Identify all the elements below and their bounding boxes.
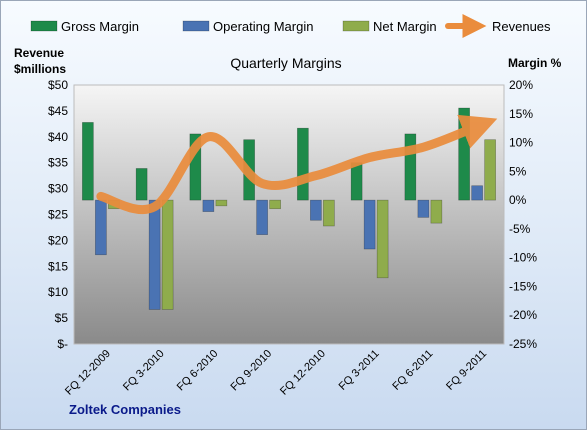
gross-margin-bar: [297, 127, 309, 201]
right-tick-label: 5%: [509, 164, 527, 178]
net-margin-bar: [484, 139, 496, 201]
legend-gross-margin-label: Gross Margin: [61, 19, 139, 34]
net-margin-bar: [215, 199, 228, 207]
net-margin-bar: [430, 199, 443, 224]
right-tick-label: 20%: [509, 78, 533, 92]
operating-margin-bar: [148, 199, 161, 310]
legend-operating-margin-label: Operating Margin: [213, 19, 313, 34]
operating-margin-bar: [310, 199, 322, 221]
legend-operating-margin-swatch: [182, 20, 210, 32]
gross-margin-bar: [189, 133, 202, 201]
gross-margin-bar: [404, 133, 417, 201]
right-tick-label: -20%: [509, 308, 537, 322]
gross-margin-bar: [135, 168, 148, 201]
left-tick-label: $35: [48, 156, 68, 170]
legend-net-margin-swatch: [342, 20, 370, 32]
category-label: FQ 9-2010: [229, 348, 275, 394]
operating-margin-bar: [256, 199, 268, 235]
revenues-line: [96, 114, 498, 215]
net-margin-bar: [269, 199, 281, 210]
category-label: FQ 3-2010: [121, 348, 167, 394]
left-axis-title: Revenue: [14, 46, 64, 60]
category-label: FQ 12-2010: [278, 348, 328, 398]
right-tick-label: -5%: [509, 222, 531, 236]
left-tick-label: $50: [48, 78, 68, 92]
left-tick-label: $15: [48, 259, 68, 273]
left-axis-subtitle: $millions: [14, 62, 66, 76]
left-tick-label: $5: [55, 311, 69, 325]
right-tick-label: -25%: [509, 337, 537, 351]
company-label: Zoltek Companies: [69, 402, 181, 417]
left-tick-label: $45: [48, 104, 68, 118]
chart-title: Quarterly Margins: [230, 55, 341, 71]
left-tick-label: $-: [57, 337, 68, 351]
operating-margin-bar: [363, 199, 376, 250]
gross-margin-bar: [82, 122, 94, 201]
left-tick-label: $30: [48, 182, 68, 196]
right-tick-label: 10%: [509, 136, 533, 150]
category-label: FQ 9-2011: [444, 348, 489, 393]
category-label: FQ 6-2010: [175, 348, 221, 394]
right-axis-title: Margin %: [508, 56, 562, 70]
operating-margin-bar: [202, 199, 215, 212]
operating-margin-bar: [471, 185, 483, 201]
gross-margin-bar: [458, 107, 470, 201]
right-tick-label: -15%: [509, 279, 537, 293]
left-tick-label: $40: [48, 130, 68, 144]
net-margin-bar: [376, 199, 389, 279]
operating-margin-bar: [417, 199, 430, 218]
net-margin-bar: [323, 199, 335, 227]
operating-margin-bar: [95, 199, 107, 256]
right-tick-label: -10%: [509, 251, 537, 265]
category-label: FQ 6-2011: [390, 348, 435, 393]
category-label: FQ 12-2009: [63, 348, 113, 398]
left-tick-label: $20: [48, 233, 68, 247]
right-tick-label: 15%: [509, 107, 533, 121]
category-label: FQ 3-2011: [337, 348, 382, 393]
legend: Gross Margin Operating Margin Net Margin Re…: [30, 14, 551, 38]
gross-margin-bar: [350, 162, 363, 201]
left-tick-label: $25: [48, 208, 68, 222]
legend-revenues-label: Revenues: [492, 19, 551, 34]
legend-gross-margin-swatch: [30, 20, 58, 32]
legend-net-margin-label: Net Margin: [373, 19, 437, 34]
right-tick-label: 0%: [509, 193, 527, 207]
left-tick-label: $10: [48, 285, 68, 299]
net-margin-bar: [161, 199, 174, 310]
